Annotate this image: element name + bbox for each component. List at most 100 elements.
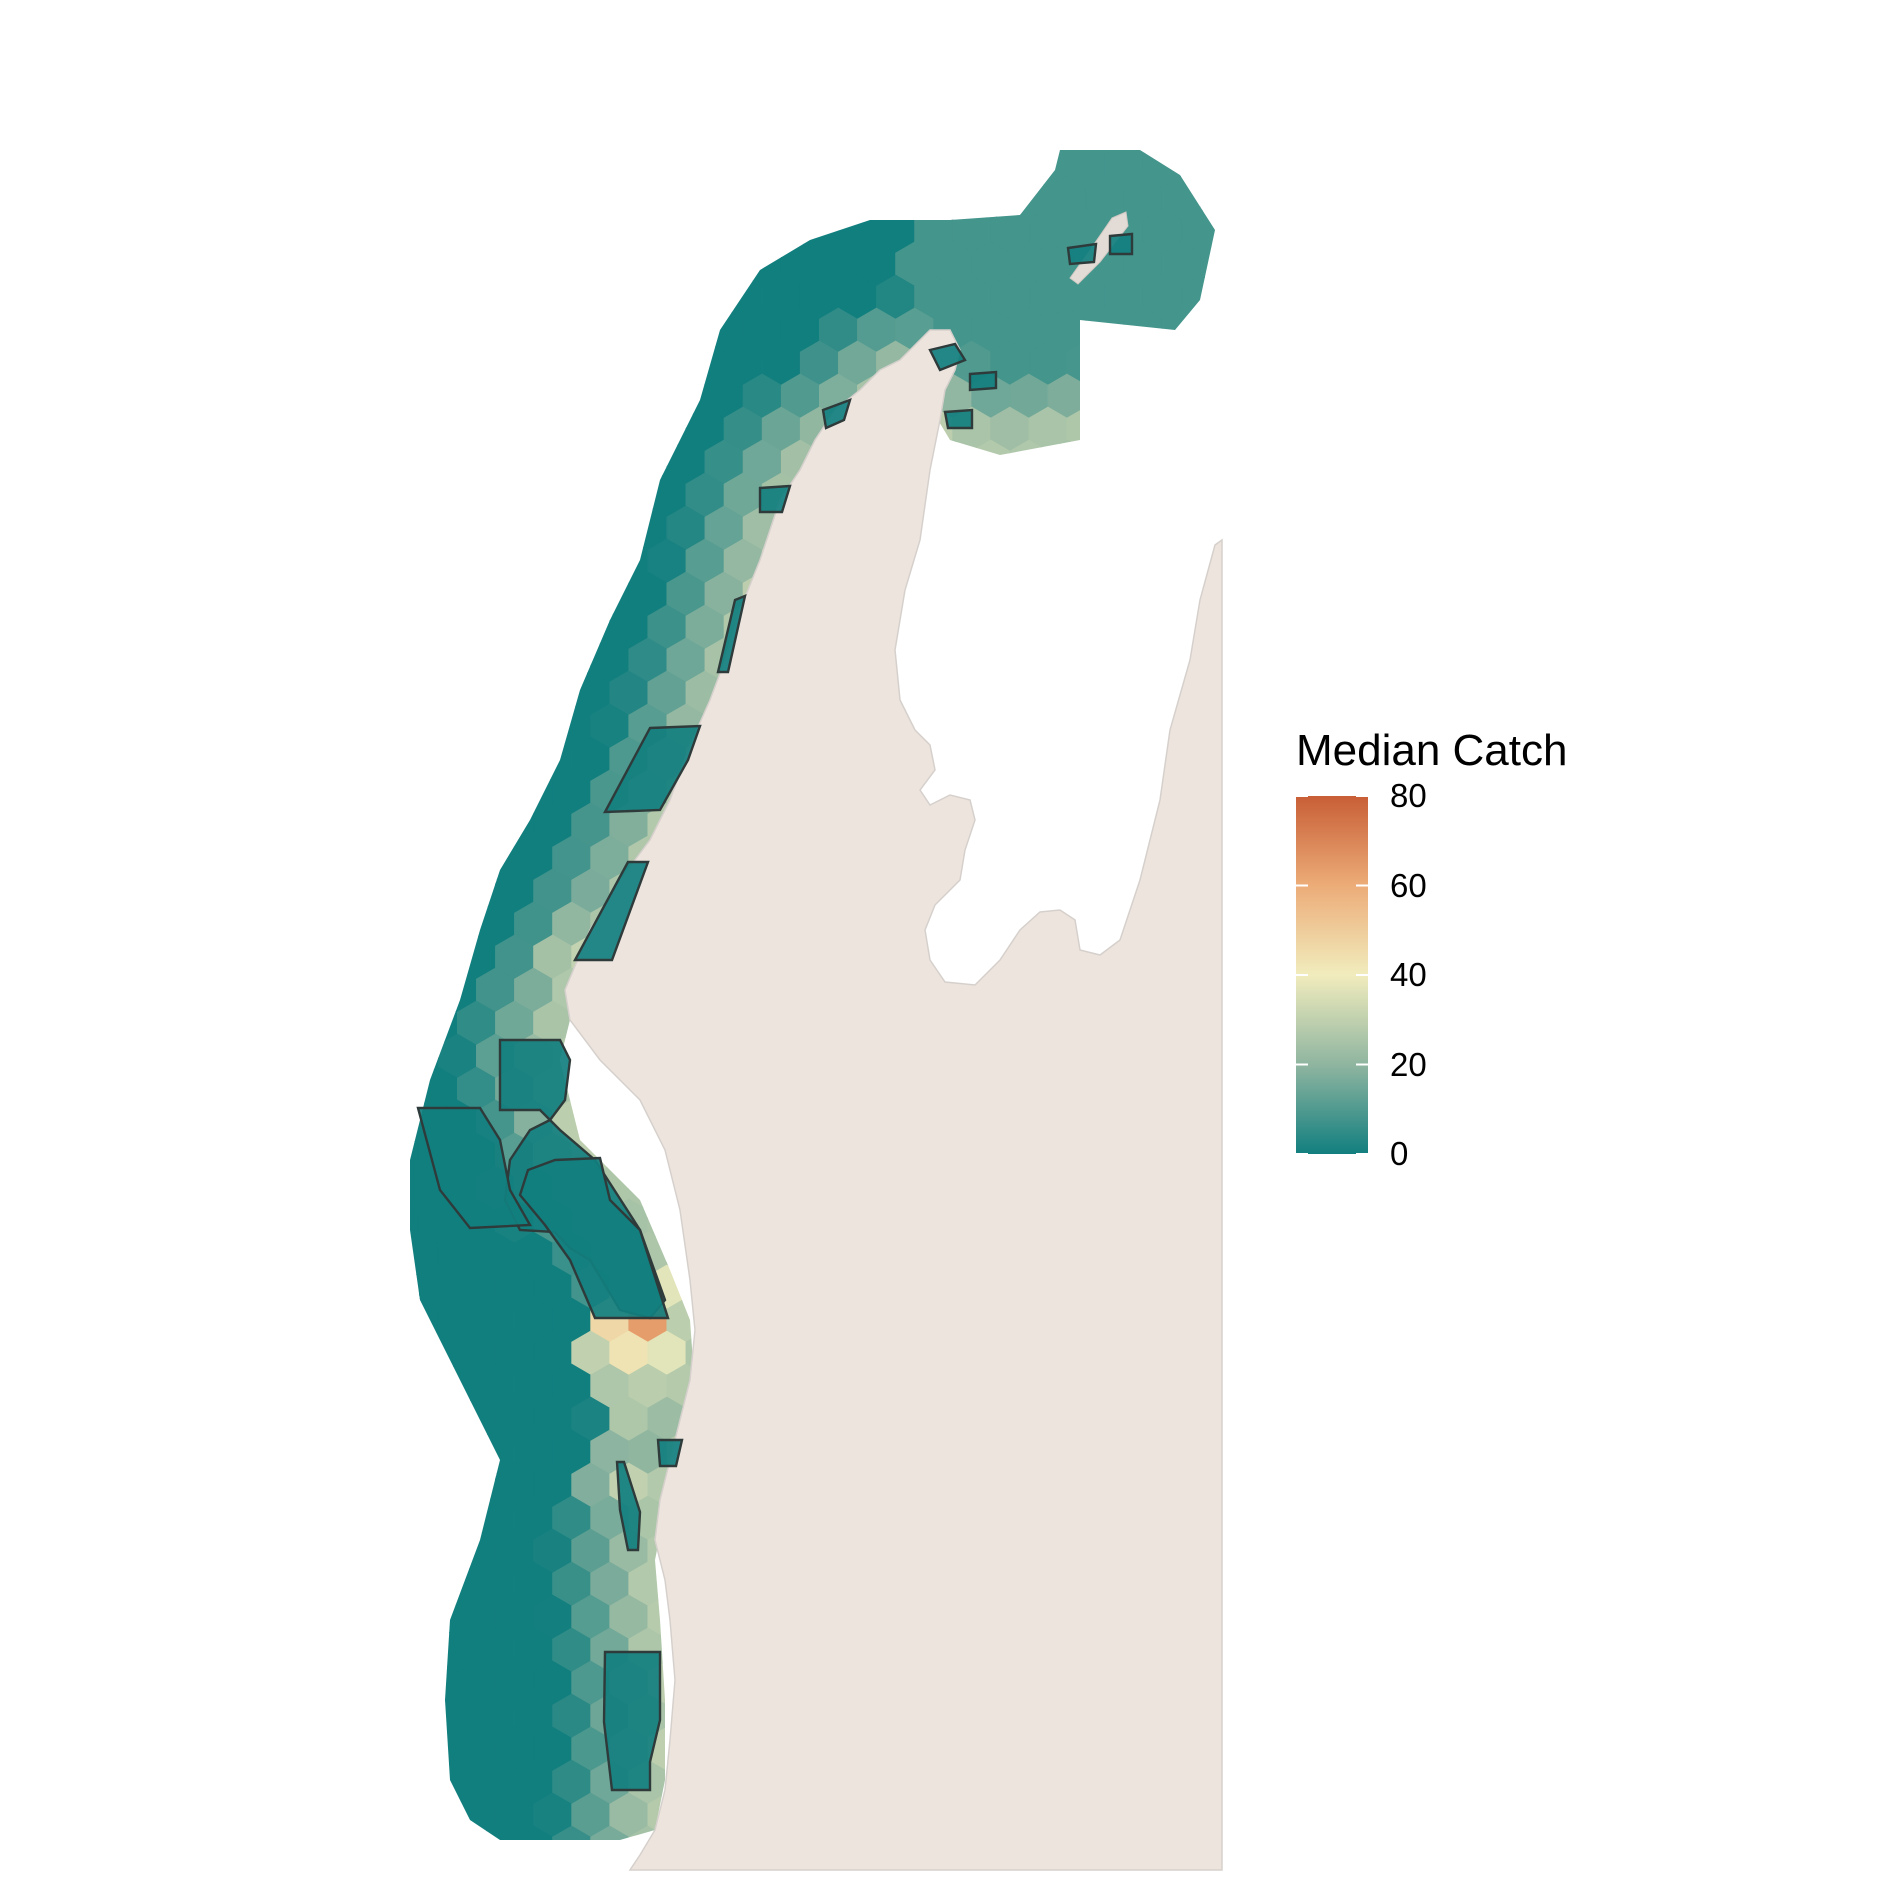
sea-hex-cell	[533, 538, 572, 584]
protected-area-outline	[968, 370, 998, 392]
sea-hex-cell	[533, 406, 572, 452]
sea-hex-cell	[1123, 637, 1163, 683]
sea-hex-cell	[590, 307, 630, 353]
sea-hex-cell	[475, 769, 515, 815]
sea-hex-cell	[761, 208, 801, 254]
sea-hex-cell	[609, 406, 649, 452]
sea-hex-cell	[514, 571, 553, 617]
sea-hex-cell	[410, 439, 439, 485]
sea-hex-cell	[533, 208, 572, 254]
protected-area-outline	[716, 594, 747, 674]
sea-hex-cell	[362, 1496, 400, 1540]
sea-hex-cell	[456, 538, 496, 584]
sea-hex-cell	[475, 150, 515, 155]
sea-hex-cell	[362, 968, 400, 1012]
sea-hex-cell	[1085, 373, 1125, 419]
sea-hex-cell	[895, 150, 934, 155]
sea-hex-cell	[437, 505, 477, 551]
sea-hex-cell	[1219, 671, 1257, 715]
sea-hex-cell	[1066, 670, 1106, 716]
sea-hex-cell	[410, 1396, 420, 1442]
sea-hex-cell	[552, 241, 591, 287]
sea-hex-cell	[704, 241, 744, 287]
sea-hex-cell	[410, 1066, 420, 1112]
sea-hex-cell	[1219, 1265, 1257, 1309]
sea-hex-cell	[666, 307, 706, 353]
sea-hex-cell	[933, 703, 973, 749]
sea-hex-cell	[418, 934, 458, 980]
sea-hex-cell	[418, 604, 458, 650]
sea-hex-cell	[418, 670, 458, 716]
sea-hex-cell	[456, 150, 496, 188]
sea-hex-cell	[1047, 703, 1087, 749]
sea-hex-cell	[410, 1429, 439, 1475]
sea-hex-cell	[456, 802, 496, 848]
sea-hex-cell	[437, 769, 477, 815]
sea-hex-cell	[1219, 209, 1257, 253]
sea-hex-cell	[437, 1825, 477, 1840]
sea-hex-cell	[590, 175, 630, 221]
sea-hex-cell	[1219, 737, 1257, 781]
sea-hex-cell	[418, 406, 458, 452]
sea-hex-cell	[437, 439, 477, 485]
sea-hex-cell	[514, 241, 553, 287]
sea-hex-cell	[437, 703, 477, 749]
sea-hex-cell	[571, 406, 611, 452]
sea-hex-cell	[685, 208, 725, 254]
sea-hex-cell	[857, 150, 896, 155]
sea-hex-cell	[552, 571, 591, 617]
sea-hex-cell	[362, 638, 400, 682]
sea-hex-cell	[514, 703, 553, 749]
sea-hex-cell	[799, 150, 839, 188]
sea-hex-cell	[1142, 538, 1182, 584]
sea-hex-cell	[876, 150, 915, 188]
sea-hex-cell	[914, 538, 953, 584]
sea-hex-cell	[495, 538, 534, 584]
legend-tick-label: 60	[1390, 866, 1427, 904]
sea-hex-cell	[475, 373, 515, 419]
sea-hex-cell	[410, 406, 420, 452]
sea-hex-cell	[590, 505, 630, 551]
sea-hex-cell	[362, 1364, 400, 1408]
sea-hex-cell	[1009, 703, 1049, 749]
sea-hex-cell	[418, 1528, 458, 1574]
sea-hex-cell	[933, 150, 973, 155]
sea-hex-cell	[475, 439, 515, 485]
sea-hex-cell	[685, 274, 725, 320]
sea-hex-cell	[418, 736, 458, 782]
sea-hex-cell	[952, 472, 992, 518]
sea-hex-cell	[990, 150, 1030, 188]
sea-hex-cell	[475, 703, 515, 749]
sea-hex-cell	[418, 1396, 458, 1442]
sea-hex-cell	[418, 208, 458, 254]
sea-hex-cell	[475, 241, 515, 287]
sea-hex-cell	[552, 150, 591, 155]
sea-hex-cell	[628, 373, 668, 419]
sea-hex-cell	[410, 835, 439, 881]
sea-hex-cell	[990, 736, 1030, 782]
sea-hex-cell	[1219, 1595, 1257, 1639]
sea-hex-cell	[990, 868, 1030, 914]
sea-hex-cell	[410, 1759, 439, 1805]
sea-hex-cell	[818, 150, 858, 155]
sea-hex-cell	[1161, 439, 1201, 485]
sea-hex-cell	[362, 1694, 400, 1738]
sea-hex-cell	[362, 1166, 400, 1210]
sea-hex-cell	[552, 439, 591, 485]
sea-hex-cell	[362, 1100, 400, 1144]
sea-hex-cell	[1047, 505, 1087, 551]
sea-hex-cell	[1104, 340, 1144, 386]
sea-hex-cell	[410, 208, 420, 254]
sea-hex-cell	[647, 208, 687, 254]
sea-hex-cell	[1047, 769, 1087, 815]
sea-hex-cell	[362, 1562, 400, 1606]
sea-hex-cell	[552, 307, 591, 353]
sea-hex-cell	[1066, 604, 1106, 650]
sea-hex-cell	[1085, 835, 1125, 881]
sea-hex-cell	[628, 241, 668, 287]
sea-hex-cell	[1085, 571, 1125, 617]
protected-area-outline	[758, 484, 792, 514]
sea-hex-cell	[1219, 803, 1257, 847]
protected-area-outline	[416, 1106, 533, 1230]
sea-hex-cell	[1085, 150, 1125, 155]
